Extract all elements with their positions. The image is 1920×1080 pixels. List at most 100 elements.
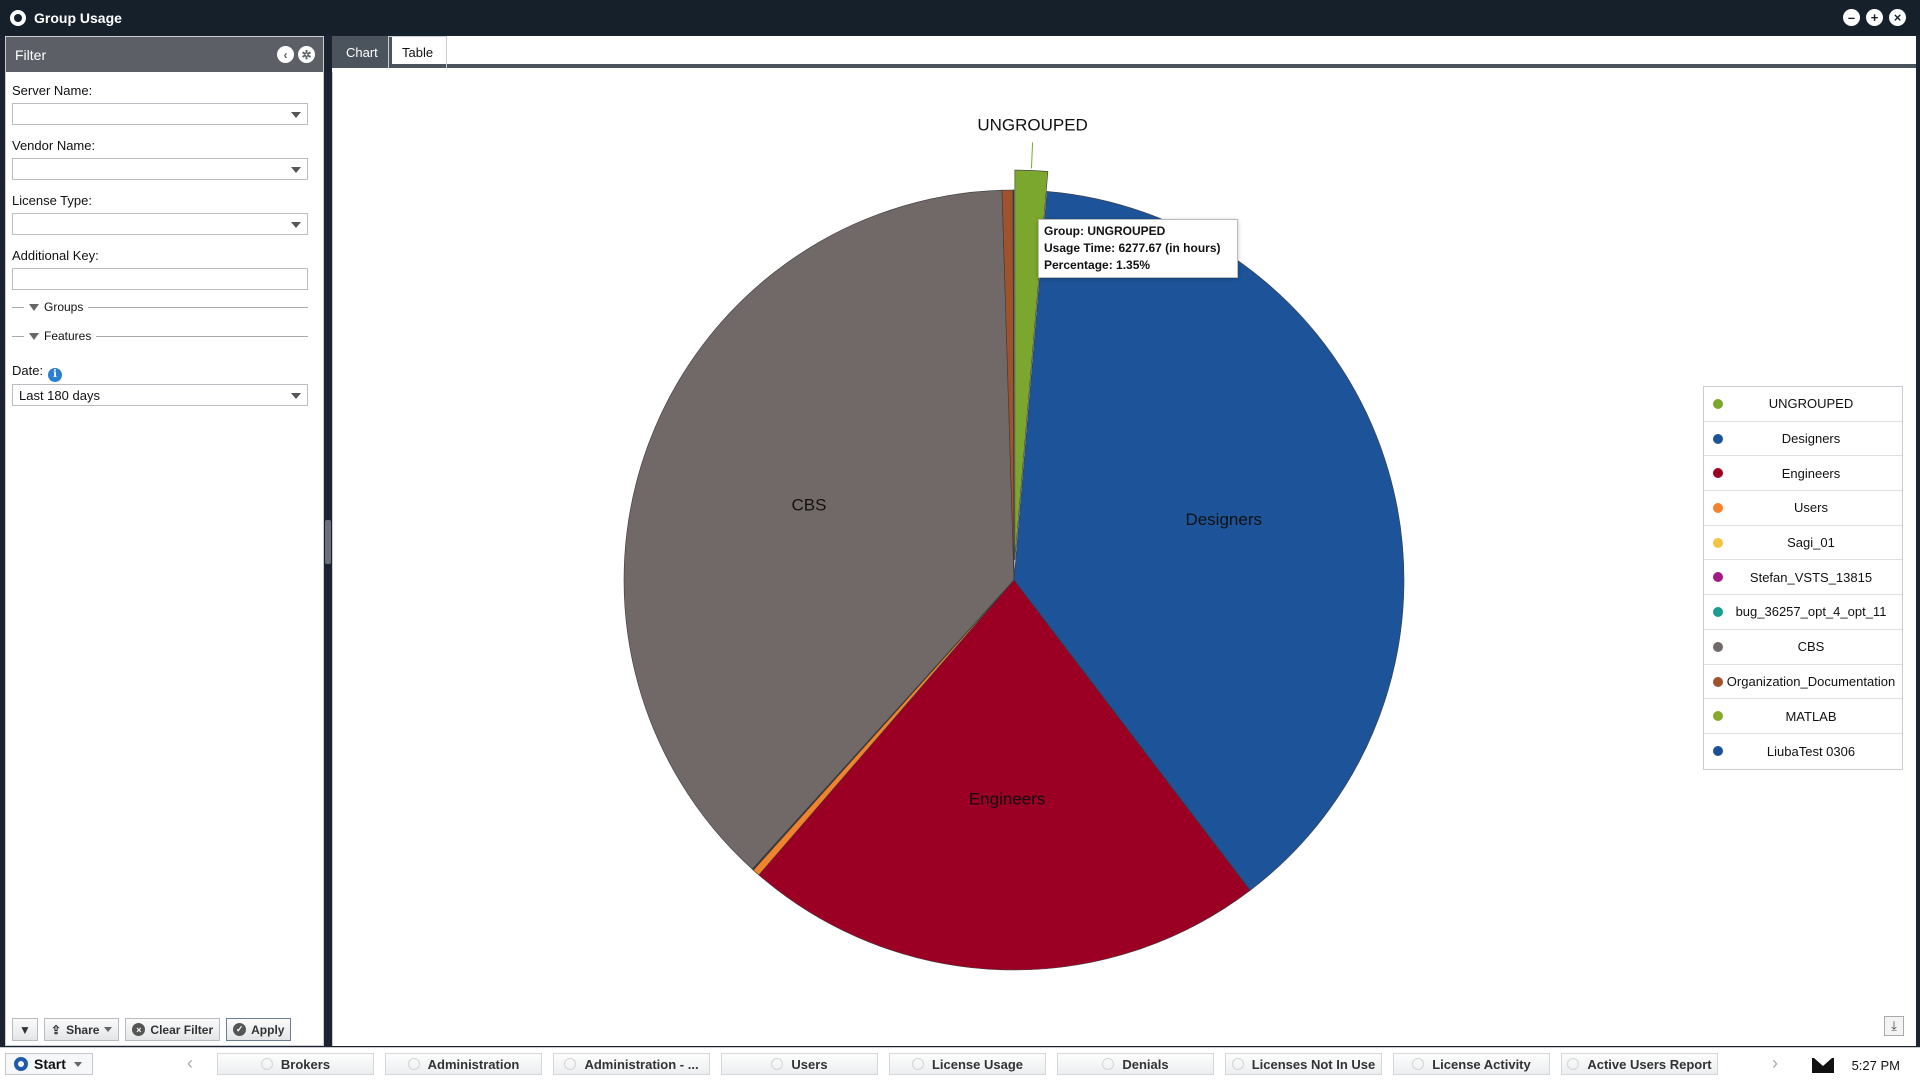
window-icon [1231,1058,1244,1070]
window-icon [407,1058,420,1070]
legend-item[interactable]: LiubaTest 0306 [1704,734,1902,769]
pie-chart: UNGROUPED Designers Engineers CBS [623,115,1405,971]
legend-item[interactable]: Designers [1704,422,1902,457]
taskbar-item[interactable]: License Activity [1393,1053,1550,1075]
legend-item[interactable]: CBS [1704,630,1902,665]
taskbar-scroll-right-icon[interactable]: › [1772,1053,1778,1073]
vendor-name-label: Vendor Name: [12,138,96,153]
legend-item[interactable]: Stefan_VSTS_13815 [1704,560,1902,596]
start-button[interactable]: Start [5,1053,93,1075]
slice-label: Designers [1185,510,1262,529]
minimize-icon[interactable]: – [1843,9,1860,26]
tooltip-usage: Usage Time: 6277.67 (in hours) [1044,241,1221,255]
date-select[interactable]: Last 180 days [12,384,308,406]
filter-panel: Filter ‹ ✲ Server Name: Vendor Name: Lic… [5,36,324,1046]
clear-icon: × [132,1023,146,1036]
filter-actions: ▼ ⇪ Share × Clear Filter ✓ Apply [12,1018,317,1042]
taskbar-item-label: Active Users Report [1587,1056,1712,1072]
download-icon[interactable]: ⤓ [1884,1016,1904,1036]
legend-marker [1713,641,1723,652]
features-section-toggle[interactable]: Features [12,328,308,344]
tooltip-group: Group: UNGROUPED [1044,224,1166,238]
info-icon[interactable]: i [48,367,63,382]
legend-label: bug_36257_opt_4_opt_11 [1735,604,1887,620]
start-label: Start [34,1056,66,1072]
funnel-icon: ▼ [19,1022,31,1037]
legend-item[interactable]: Engineers [1704,456,1902,492]
taskbar-item[interactable]: Administration - ... [553,1053,710,1075]
chevron-down-icon [291,222,301,228]
gear-icon[interactable]: ✲ [298,46,315,63]
tooltip-percentage: Percentage: 1.35% [1044,258,1151,272]
legend-label: Users [1794,500,1828,516]
legend-label: UNGROUPED [1768,396,1854,412]
tab-table[interactable]: Table [388,36,448,68]
pie-slice-engineers[interactable] [758,579,1251,971]
server-name-select[interactable] [12,103,308,125]
license-type-select[interactable] [12,213,308,235]
taskbar-item[interactable]: Administration [385,1053,542,1075]
window-icon [911,1058,924,1070]
window-icon [771,1058,784,1070]
legend-label: Designers [1781,431,1841,447]
window-icon [260,1058,273,1070]
legend-item[interactable]: bug_36257_opt_4_opt_11 [1704,595,1902,630]
tab-chart[interactable]: Chart [332,36,392,68]
date-value: Last 180 days [19,387,100,403]
legend-item[interactable]: Organization_Documentation [1704,665,1902,700]
maximize-icon[interactable]: + [1866,9,1883,26]
taskbar-item[interactable]: Active Users Report [1561,1053,1718,1075]
legend-label: Engineers [1781,465,1841,481]
chart-legend: UNGROUPED Designers Engineers Users Sagi_01 S… [1703,386,1903,770]
close-icon[interactable]: × [1889,9,1906,26]
chevron-down-icon [291,167,301,173]
legend-item[interactable]: Sagi_01 [1704,526,1902,561]
window-icon [1412,1058,1425,1070]
slice-label-connector [1030,142,1034,169]
panel-splitter-handle[interactable] [325,520,331,564]
vendor-name-select[interactable] [12,158,308,180]
window-controls: – + × [1843,9,1906,26]
groups-section-toggle[interactable]: Groups [12,299,308,315]
check-icon: ✓ [233,1023,247,1036]
taskbar-item[interactable]: License Usage [889,1053,1046,1075]
legend-marker [1713,433,1723,444]
mail-icon[interactable] [1812,1058,1834,1073]
clear-filter-button[interactable]: × Clear Filter [125,1018,221,1041]
chevron-down-icon [291,393,301,399]
chevron-down-icon [104,1027,113,1032]
taskbar-item[interactable]: Denials [1057,1053,1214,1075]
taskbar-scroll-left-icon[interactable]: ‹ [187,1053,193,1073]
share-button[interactable]: ⇪ Share [44,1018,120,1041]
additional-key-label: Additional Key: [12,248,99,263]
filter-toggle-button[interactable]: ▼ [12,1018,38,1041]
filter-header: Filter ‹ ✲ [6,37,323,72]
legend-marker [1713,607,1723,618]
features-section-label: Features [44,329,92,343]
license-type-label: License Type: [12,193,92,208]
legend-marker [1713,399,1723,409]
legend-item[interactable]: MATLAB [1704,699,1902,734]
share-icon: ⇪ [51,1022,62,1037]
taskbar-item[interactable]: Licenses Not In Use [1225,1053,1382,1075]
taskbar-item[interactable]: Brokers [217,1053,374,1075]
slice-label: Engineers [969,789,1046,808]
collapse-panel-icon[interactable]: ‹ [277,46,294,63]
server-name-label: Server Name: [12,83,93,98]
taskbar-item[interactable]: Users [721,1053,878,1075]
legend-item[interactable]: Users [1704,491,1902,526]
pie-slice-cbs[interactable] [623,189,1015,870]
legend-item[interactable]: UNGROUPED [1704,387,1902,422]
chart-tooltip: Group: UNGROUPED Usage Time: 6277.67 (in… [1038,219,1238,278]
additional-key-input[interactable] [12,268,308,290]
chart-area: UNGROUPED Designers Engineers CBS UNGROUPED… [332,72,1916,1046]
taskbar-item-label: License Usage [931,1056,1024,1072]
legend-label: Organization_Documentation [1726,673,1896,689]
window-icon [1567,1058,1580,1070]
clear-filter-label: Clear Filter [150,1022,214,1037]
clock: 5:27 PM [1851,1058,1900,1073]
view-tabs: Chart Table [332,36,1916,68]
apply-button[interactable]: ✓ Apply [226,1018,292,1041]
legend-marker [1713,676,1723,687]
date-label-text: Date: [12,363,44,378]
